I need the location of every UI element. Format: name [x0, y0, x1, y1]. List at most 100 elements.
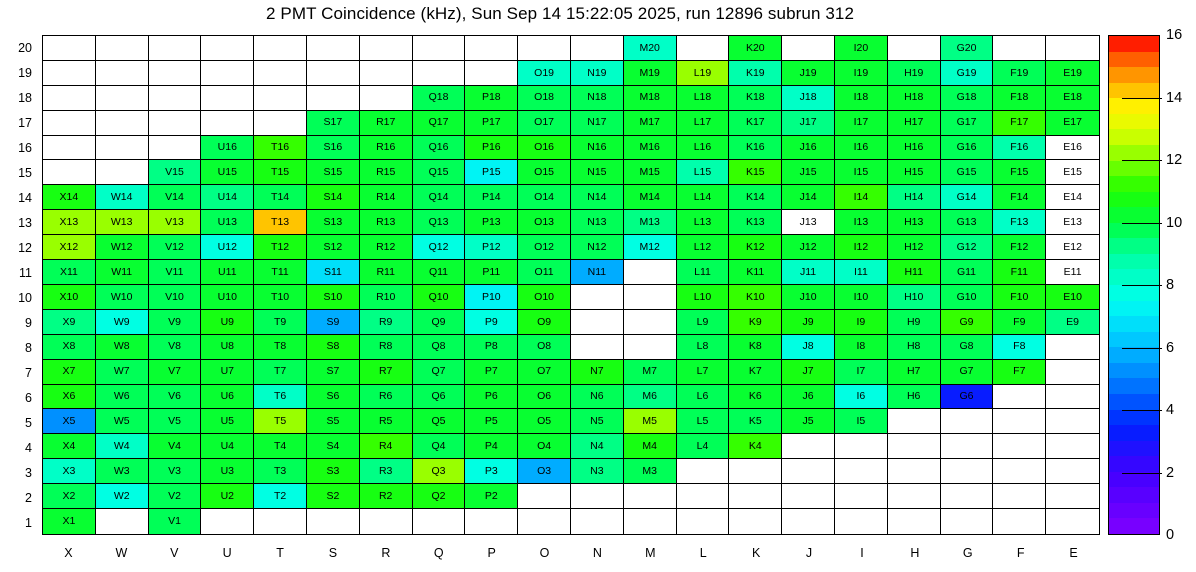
heatmap-cell-P9: P9	[465, 309, 519, 335]
heatmap-cell-H12: H12	[887, 235, 941, 261]
heatmap-grid: M20 K20 I20 G20 O19 N19 M19 L19 K19 J19 I19 H19 G19 F…	[43, 36, 1099, 534]
heatmap-cell-empty	[1046, 36, 1099, 61]
heatmap-cell-label: S4	[326, 440, 340, 453]
colorbar-tick-line-14	[1122, 97, 1162, 99]
heatmap-cell-label: W5	[113, 415, 130, 428]
heatmap-cell-J10: J10	[782, 284, 835, 310]
heatmap-cell-empty	[940, 484, 994, 510]
heatmap-cell-E11: E11	[1046, 260, 1099, 285]
heatmap-cell-label: H7	[906, 365, 921, 378]
heatmap-cell-S16: S16	[306, 135, 360, 161]
heatmap-cell-L5: L5	[676, 409, 730, 435]
heatmap-cell-empty	[940, 509, 994, 534]
heatmap-cell-R9: R9	[359, 309, 413, 335]
heatmap-cell-R2: R2	[359, 484, 413, 510]
heatmap-cell-empty	[95, 85, 149, 111]
heatmap-cell-W7: W7	[95, 359, 149, 385]
heatmap-cell-empty	[623, 334, 677, 360]
heatmap-cell-H15: H15	[887, 160, 941, 186]
heatmap-cell-S12: S12	[306, 235, 360, 261]
heatmap-cell-empty	[95, 135, 149, 161]
heatmap-cell-I17: I17	[834, 110, 888, 136]
heatmap-cell-J14: J14	[782, 185, 835, 211]
heatmap-cell-I5: I5	[834, 409, 888, 435]
heatmap-cell-label: X10	[59, 290, 79, 303]
heatmap-cell-label: O5	[537, 415, 552, 428]
heatmap-cell-label: L4	[696, 440, 709, 453]
heatmap-cell-label: U6	[220, 390, 234, 403]
heatmap-cell-label: N13	[587, 215, 607, 228]
heatmap-cell-S11: S11	[306, 260, 360, 285]
heatmap-cell-U5: U5	[201, 409, 255, 435]
heatmap-cell-Q16: Q16	[412, 135, 466, 161]
heatmap-cell-label: K14	[745, 191, 765, 204]
heatmap-cell-label: Q17	[428, 116, 449, 129]
heatmap-cell-empty	[148, 36, 202, 61]
heatmap-cell-I9: I9	[834, 309, 888, 335]
heatmap-cell-K9: K9	[729, 309, 783, 335]
y-axis: 20 19 18 17 16 15 14 13 12 11 10 9 8 7 6 5 4 3 2 1	[0, 35, 38, 535]
heatmap-cell-T3: T3	[254, 459, 307, 485]
heatmap-cell-Q12: Q12	[412, 235, 466, 261]
colorbar-gradient	[1108, 35, 1160, 535]
heatmap-cell-L4: L4	[676, 434, 730, 460]
heatmap-cell-V11: V11	[148, 260, 202, 285]
heatmap-cell-label: P13	[481, 215, 501, 228]
heatmap-cell-O7: O7	[518, 359, 571, 385]
heatmap-cell-label: H12	[904, 240, 924, 253]
heatmap-cell-label: L18	[693, 91, 712, 104]
heatmap-cell-I20: I20	[834, 36, 888, 61]
heatmap-cell-label: J18	[799, 91, 817, 104]
heatmap-cell-label: P7	[484, 365, 498, 378]
heatmap-cell-label: K11	[746, 265, 765, 278]
heatmap-cell-empty	[887, 36, 941, 61]
colorbar-band	[1109, 409, 1159, 426]
heatmap-cell-label: Q16	[428, 141, 449, 154]
heatmap-cell-V15: V15	[148, 160, 202, 186]
heatmap-cell-label: R6	[378, 390, 393, 403]
heatmap-cell-label: X13	[59, 215, 79, 228]
heatmap-cell-label: F14	[1010, 191, 1029, 204]
heatmap-cell-U7: U7	[201, 359, 255, 385]
heatmap-cell-label: J6	[802, 390, 814, 403]
colorbar-band	[1109, 471, 1159, 488]
heatmap-cell-Q15: Q15	[412, 160, 466, 186]
heatmap-cell-W9: W9	[95, 309, 149, 335]
heatmap-cell-W3: W3	[95, 459, 149, 485]
heatmap-cell-label: Q2	[431, 489, 446, 502]
heatmap-cell-N6: N6	[570, 384, 624, 410]
heatmap-cell-label: I12	[853, 240, 869, 253]
heatmap-cell-label: W7	[113, 365, 130, 378]
heatmap-cell-T16: T16	[254, 135, 307, 161]
heatmap-cell-empty	[201, 85, 255, 111]
heatmap-cell-K4: K4	[729, 434, 783, 460]
heatmap-cell-X14: X14	[43, 185, 96, 211]
colorbar-band	[1109, 253, 1159, 270]
heatmap-cell-label: T13	[271, 215, 290, 228]
heatmap-cell-label: V1	[168, 515, 181, 528]
heatmap-cell-label: K6	[748, 390, 762, 403]
heatmap-cell-J15: J15	[782, 160, 835, 186]
heatmap-cell-label: T8	[273, 340, 287, 353]
heatmap-cell-empty	[729, 484, 783, 510]
heatmap-cell-P13: P13	[465, 210, 519, 236]
heatmap-cell-label: M4	[642, 440, 657, 453]
heatmap-cell-Q10: Q10	[412, 284, 466, 310]
heatmap-cell-V8: V8	[148, 334, 202, 360]
heatmap-cell-L19: L19	[676, 60, 730, 86]
heatmap-cell-S5: S5	[306, 409, 360, 435]
heatmap-cell-label: T10	[271, 290, 290, 303]
heatmap-cell-label: Q15	[428, 166, 449, 179]
heatmap-cell-empty	[1046, 459, 1099, 485]
heatmap-cell-label: T9	[273, 315, 287, 328]
heatmap-cell-label: I9	[856, 315, 866, 328]
heatmap-cell-L12: L12	[676, 235, 730, 261]
heatmap-cell-J11: J11	[782, 260, 835, 285]
heatmap-cell-O16: O16	[518, 135, 571, 161]
heatmap-cell-label: X5	[62, 415, 76, 428]
heatmap-cell-K18: K18	[729, 85, 783, 111]
heatmap-cell-T7: T7	[254, 359, 307, 385]
heatmap-cell-H7: H7	[887, 359, 941, 385]
heatmap-cell-label: W11	[111, 265, 133, 278]
